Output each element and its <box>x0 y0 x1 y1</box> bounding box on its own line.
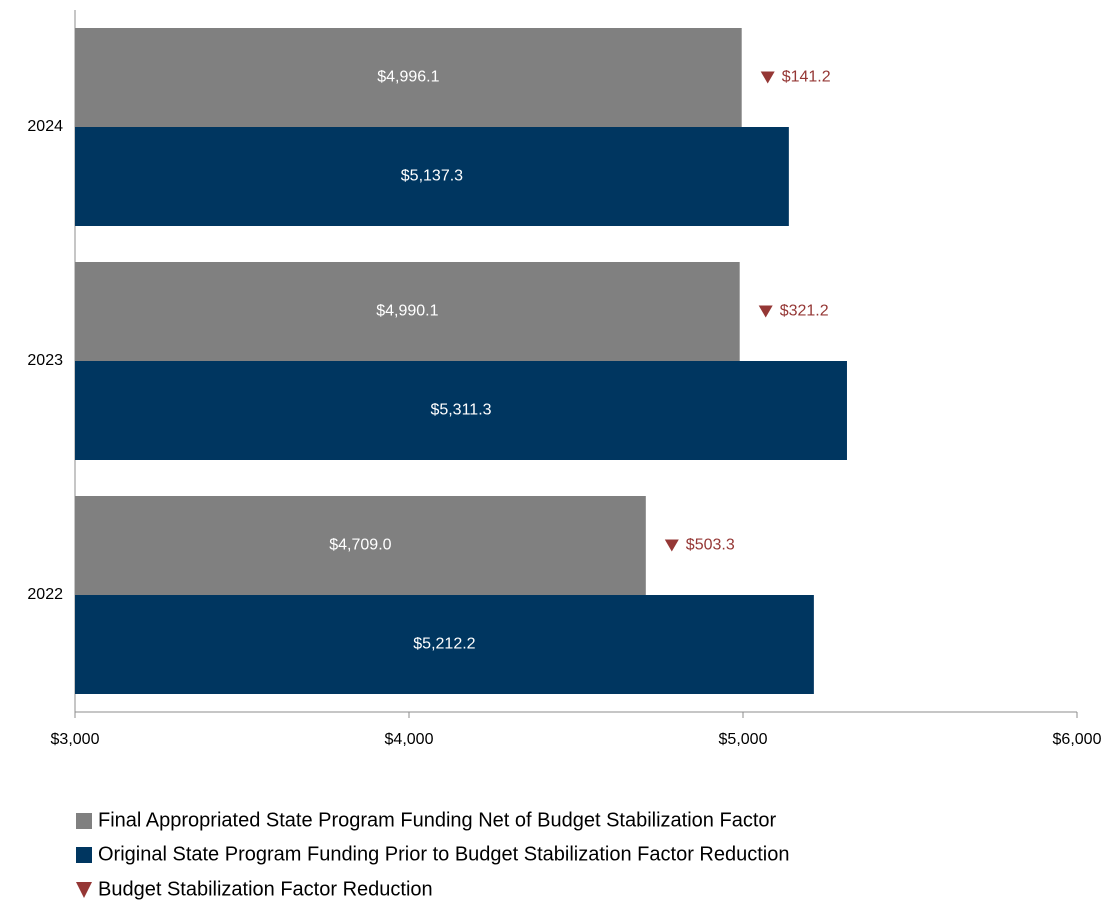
legend-marker <box>76 882 92 898</box>
bar-value-label: $4,990.1 <box>376 303 438 320</box>
y-tick-label: 2022 <box>27 586 63 603</box>
reduction-marker <box>758 305 773 318</box>
reduction-label: $321.2 <box>780 303 829 320</box>
reduction-marker <box>760 71 775 84</box>
y-tick-label: 2024 <box>27 118 63 135</box>
bar-value-label: $5,137.3 <box>401 168 463 185</box>
bar-value-label: $5,311.3 <box>430 402 491 419</box>
x-tick-label: $6,000 <box>1053 731 1102 748</box>
legend-label: Final Appropriated State Program Funding… <box>98 809 776 831</box>
x-tick-label: $3,000 <box>51 731 100 748</box>
bar <box>75 361 847 460</box>
reduction-marker <box>664 539 679 552</box>
legend-label: Original State Program Funding Prior to … <box>98 843 789 865</box>
legend-label: Budget Stabilization Factor Reduction <box>98 878 433 900</box>
reduction-label: $141.2 <box>782 69 831 86</box>
x-tick-label: $4,000 <box>385 731 434 748</box>
bar-value-label: $5,212.2 <box>413 636 475 653</box>
legend-swatch <box>76 847 92 863</box>
y-tick-label: 2023 <box>27 352 63 369</box>
bar-value-label: $4,996.1 <box>377 69 439 86</box>
bar-value-label: $4,709.0 <box>329 537 391 554</box>
bar <box>75 595 814 694</box>
x-tick-label: $5,000 <box>719 731 768 748</box>
legend-swatch <box>76 813 92 829</box>
bar <box>75 28 742 127</box>
bar <box>75 127 789 226</box>
bar <box>75 496 646 595</box>
bar <box>75 262 740 361</box>
reduction-label: $503.3 <box>686 537 735 554</box>
